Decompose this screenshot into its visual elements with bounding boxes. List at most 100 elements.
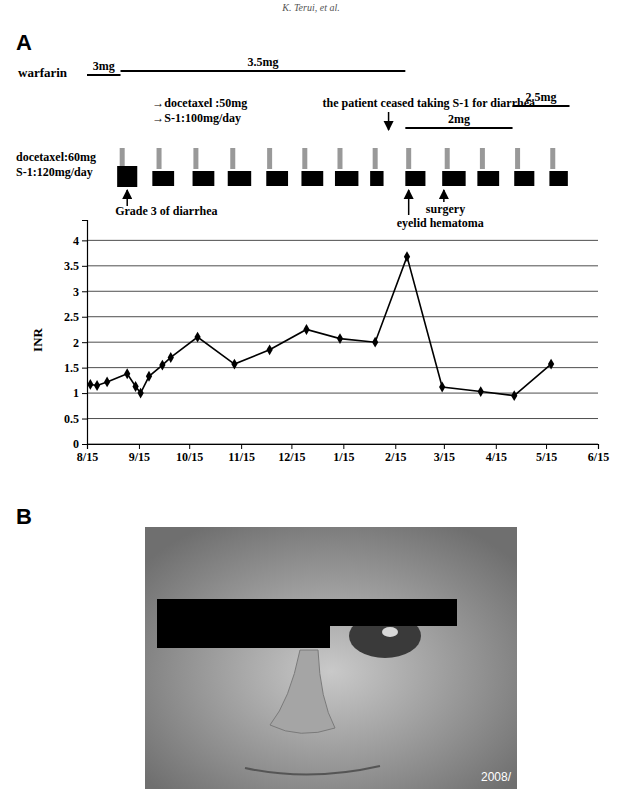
warfarin-dose: 2mg [448,112,470,126]
panel-label: B [16,504,32,529]
x-tick: 6/15 [588,444,609,464]
y-tick: 4 [73,234,87,248]
regimen-initial: S-1:120mg/day [16,165,93,179]
photo-nose [270,650,335,733]
y-tick-label: 1 [73,386,79,400]
s1-course [442,171,465,186]
y-tick: 3.5 [64,259,87,273]
y-tick-label: 0 [73,437,79,451]
y-tick-mark [82,266,87,267]
docetaxel-dose [515,148,520,169]
grid-line [87,342,598,343]
y-tick: 0 [73,437,87,451]
x-tick: 4/15 [486,444,507,464]
s1-course [335,171,358,186]
x-tick-label: 11/15 [228,450,255,464]
x-axis: 8/15 9/15 10/15 11/15 12/15 1/15 2/15 3/15 4/15 5… [77,444,609,464]
y-tick: 2.5 [64,310,87,324]
x-tick-label: 6/15 [588,450,609,464]
y-tick-label: 2 [73,336,79,350]
photo: 2008/ [145,527,517,789]
inr-point [124,368,130,379]
x-tick-mark [189,444,190,449]
annotation: eyelid hematoma [397,216,484,230]
y-tick: 1 [73,386,87,400]
x-tick-label: 8/15 [77,450,98,464]
x-tick-label: 4/15 [486,450,507,464]
inr-point [372,337,378,348]
docetaxel-dose [337,148,342,169]
y-tick: 3 [73,285,87,299]
regimen-initial: docetaxel:60mg [16,150,96,164]
x-tick-label: 3/15 [434,450,455,464]
docetaxel-dose [120,148,125,169]
docetaxel-dose [193,148,198,169]
x-tick: 9/15 [129,444,150,464]
y-tick-mark [82,393,87,394]
s1-course [193,171,215,186]
x-tick-mark [395,444,396,449]
inr-point [337,333,343,344]
x-tick-mark [343,444,344,449]
inr-point [511,390,517,401]
grid-line [87,418,598,419]
warfarin-dose: 3mg [93,59,115,73]
photo-background [145,527,517,789]
docetaxel-dose [550,148,555,169]
x-tick: 8/15 [77,444,98,464]
y-tick-mark [82,291,87,292]
panel-label: A [16,30,32,55]
warfarin-dose: 3.5mg [247,55,278,69]
s1-course [405,171,425,186]
x-tick-label: 10/15 [176,450,203,464]
header: K. Terui, et al. [281,2,339,13]
y-axis-line [82,221,88,445]
s1-course [370,171,383,186]
x-tick: 2/15 [385,444,406,464]
docetaxel-dose [480,148,485,169]
warfarin-label: warfarin [18,65,68,80]
inr-point [87,379,93,390]
inr-point [194,332,200,343]
y-tick: 2 [73,336,87,350]
inr-point [266,344,272,355]
s1-course [477,171,499,186]
inr-point [404,251,410,262]
warfarin-period [87,74,121,76]
inr-line [90,257,551,396]
inr-point [104,376,110,387]
x-tick: 1/15 [333,444,354,464]
regimen-change: →docetaxel :50mg [152,96,247,110]
x-tick-label: 12/15 [278,450,305,464]
x-axis-line [88,445,599,450]
docetaxel-dose [302,148,307,169]
y-tick-mark [82,368,87,369]
x-tick: 10/15 [176,444,203,464]
y-tick-mark [82,419,87,420]
x-tick-label: 1/15 [333,450,354,464]
photo-redaction [157,599,457,648]
y-tick-mark [82,240,87,241]
annotation: the patient ceased taking S-1 for diarrh… [323,96,535,110]
y-axis: 00.511.522.533.54 [64,221,88,452]
x-tick-mark [546,444,547,449]
docetaxel-dose [373,148,378,169]
grid-line [87,240,598,241]
inr-point [439,382,445,393]
docetaxel-dose [267,148,272,169]
figure: K. Terui, et al.AB8/159/1510/1511/1512/1… [0,0,622,797]
y-axis-title: INR [30,327,45,351]
x-tick-mark [139,444,140,449]
inr-point [231,359,237,370]
x-tick-label: 5/15 [536,450,557,464]
y-tick-mark [82,444,87,445]
docetaxel-dose [445,148,450,169]
inr-point [146,371,152,382]
s1-course [266,171,288,186]
annotation: Grade 3 of diarrhea [115,204,217,218]
s1-course [549,171,567,186]
inr-point [478,386,484,397]
x-tick-mark [496,444,497,449]
photo-stamp: 2008/ [481,770,512,784]
x-tick: 3/15 [434,444,455,464]
